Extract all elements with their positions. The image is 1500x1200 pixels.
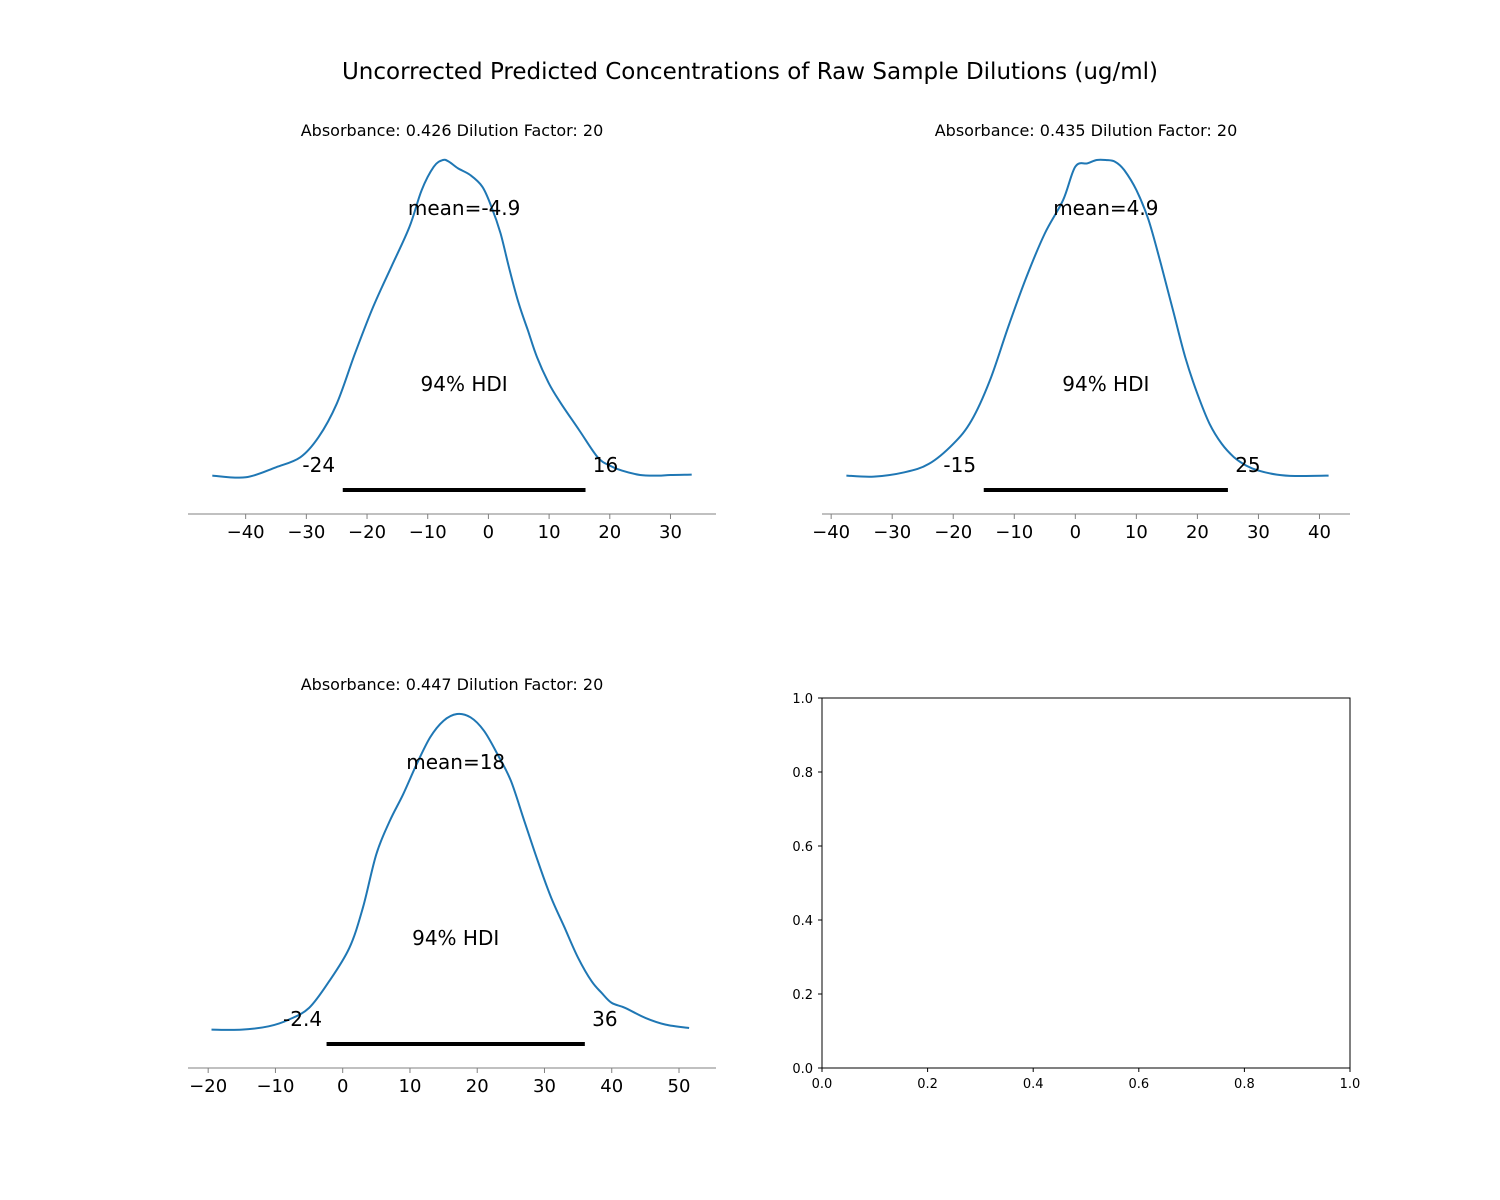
panel-1: Absorbance: 0.435 Dilution Factor: 20 −40…: [812, 121, 1350, 543]
x-tick-label: −20: [348, 522, 386, 543]
y-tick-label: 0.0: [792, 1062, 813, 1077]
x-tick-label: 10: [538, 522, 561, 543]
density-curve: [211, 712, 690, 1031]
x-tick-label: −10: [409, 522, 447, 543]
x-tick-label: 10: [399, 1076, 422, 1097]
x-tick-label: 30: [659, 522, 682, 543]
x-tick-label: −40: [227, 522, 265, 543]
x-tick-label: 30: [533, 1076, 556, 1097]
hdi-label: 94% HDI: [421, 372, 508, 396]
mean-label: mean=18: [406, 750, 505, 774]
x-tick-label: 1.0: [1340, 1077, 1361, 1092]
x-tick-label: −10: [256, 1076, 294, 1097]
hdi-high-label: 36: [592, 1007, 617, 1031]
x-tick-label: −20: [934, 522, 972, 543]
panel-2: Absorbance: 0.447 Dilution Factor: 20 −20…: [188, 675, 716, 1097]
x-tick-label: −30: [287, 522, 325, 543]
x-tick-label: 0.0: [812, 1077, 833, 1092]
axes-frame: [821, 697, 1351, 1069]
x-tick-label: 20: [1186, 522, 1209, 543]
x-tick-label: 0: [483, 522, 494, 543]
panel-title: Absorbance: 0.426 Dilution Factor: 20: [301, 121, 604, 140]
x-tick-label: 0.8: [1234, 1077, 1255, 1092]
x-tick-label: 20: [466, 1076, 489, 1097]
y-tick-label: 0.2: [792, 988, 813, 1003]
hdi-low-label: -15: [943, 453, 976, 477]
y-tick-label: 0.4: [792, 914, 813, 929]
panel-title: Absorbance: 0.435 Dilution Factor: 20: [935, 121, 1238, 140]
x-tick-label: −20: [189, 1076, 227, 1097]
y-tick-label: 0.8: [792, 766, 813, 781]
x-tick-label: −10: [995, 522, 1033, 543]
mean-label: mean=4.9: [1053, 196, 1158, 220]
mean-label: mean=-4.9: [408, 196, 521, 220]
panel-3-empty-axes: 0.0 0.2 0.4 0.6 0.8 1.0 0.0 0.2 0.4 0.6 0.8 1.0: [792, 692, 1360, 1092]
x-tick-label: 0.2: [917, 1077, 938, 1092]
x-tick-label: −30: [873, 522, 911, 543]
x-tick-label: 0.4: [1023, 1077, 1044, 1092]
hdi-high-label: 25: [1235, 453, 1260, 477]
panel-0: Absorbance: 0.426 Dilution Factor: 20 −40…: [188, 121, 716, 543]
x-tick-label: 40: [600, 1076, 623, 1097]
x-tick-label: 0.6: [1128, 1077, 1149, 1092]
density-curve: [212, 158, 692, 479]
x-tick-label: 0: [1070, 522, 1081, 543]
y-tick-label: 0.6: [792, 840, 813, 855]
x-tick-label: −40: [812, 522, 850, 543]
hdi-high-label: 16: [593, 453, 618, 477]
figure-title: Uncorrected Predicted Concentrations of …: [342, 59, 1158, 85]
x-tick-label: 0: [337, 1076, 348, 1097]
x-tick-label: 40: [1308, 522, 1331, 543]
hdi-low-label: -2.4: [283, 1007, 322, 1031]
hdi-label: 94% HDI: [1062, 372, 1149, 396]
density-curve: [846, 158, 1329, 478]
panel-title: Absorbance: 0.447 Dilution Factor: 20: [301, 675, 604, 694]
x-tick-label: 30: [1247, 522, 1270, 543]
y-tick-label: 1.0: [792, 692, 813, 707]
x-tick-label: 50: [668, 1076, 691, 1097]
x-tick-label: 10: [1125, 522, 1148, 543]
hdi-label: 94% HDI: [412, 926, 499, 950]
x-tick-label: 20: [598, 522, 621, 543]
hdi-low-label: -24: [302, 453, 335, 477]
